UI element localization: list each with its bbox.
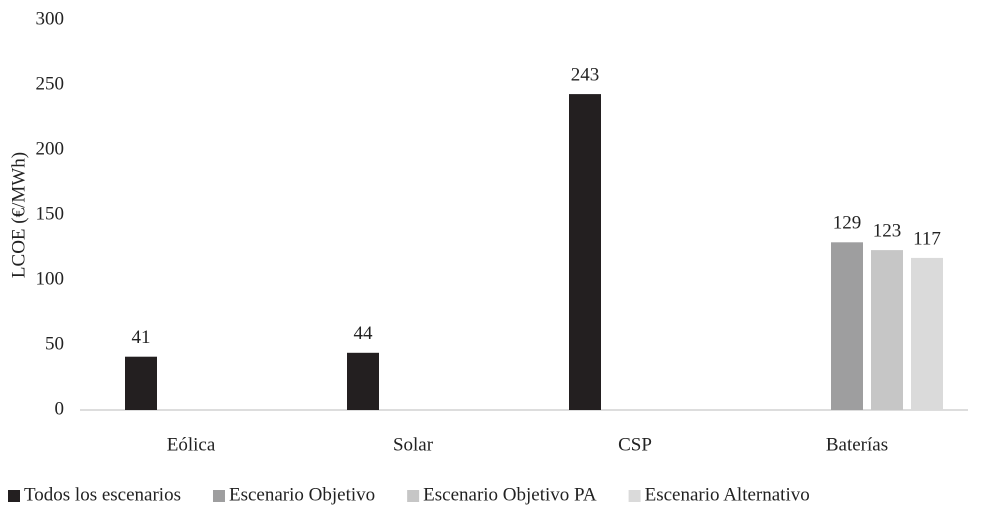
y-axis-label: LCOE (€/MWh) [8,152,29,278]
bar [871,250,903,410]
value-label: 41 [132,327,151,348]
value-label: 243 [571,64,600,85]
y-tick-label: 300 [36,8,65,29]
y-tick-label: 100 [36,268,65,289]
legend-label: Escenario Objetivo PA [423,484,597,505]
value-label: 44 [354,323,374,344]
y-tick-label: 50 [45,333,64,354]
legend-swatch [212,490,225,502]
x-tick-label: Eólica [167,434,216,455]
legend-swatch [8,490,20,502]
legend-label: Escenario Objetivo [229,484,375,505]
bar [831,242,863,410]
x-tick-label: Baterías [826,434,888,455]
value-label: 129 [833,213,862,234]
y-tick-label: 0 [55,398,65,419]
y-tick-label: 200 [36,138,65,159]
x-tick-label: CSP [618,434,652,455]
bar [125,356,157,410]
legend-swatch [407,490,420,502]
legend-swatch [628,490,641,502]
legend-label: Todos los escenarios [24,484,181,505]
bar [569,94,601,410]
x-tick-label: Solar [393,434,434,455]
bar [911,257,943,410]
value-label: 117 [913,228,941,249]
y-tick-label: 250 [36,73,65,94]
legend-label: Escenario Alternativo [645,484,810,505]
value-label: 123 [873,220,902,241]
y-tick-label: 150 [36,203,65,224]
bar [347,352,379,410]
